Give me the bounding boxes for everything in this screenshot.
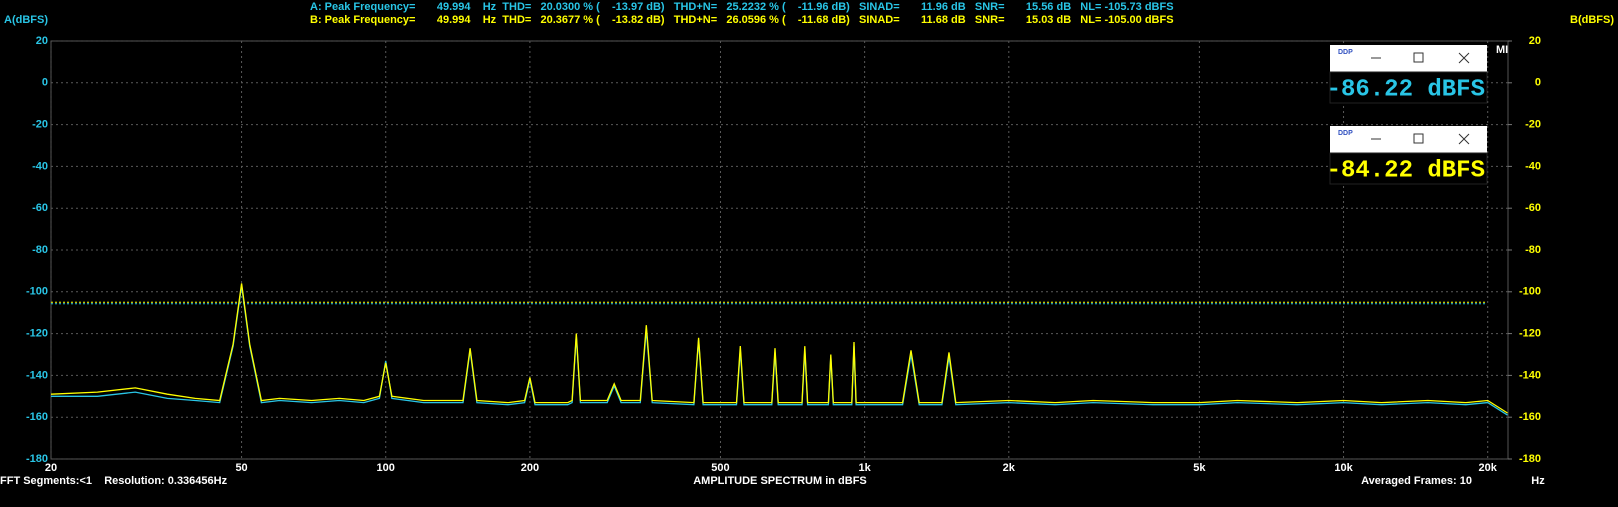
x-axis-label: Hz (1531, 475, 1545, 487)
spectrum-line (50, 283, 1508, 414)
y2-tick-label: -80 (1525, 244, 1541, 256)
close-button (1458, 133, 1470, 145)
y-tick-label: -80 (32, 244, 48, 256)
y2-axis-label: B(dBFS) (1570, 14, 1614, 26)
y2-tick-label: -180 (1519, 453, 1541, 465)
close-button (1458, 52, 1470, 64)
plot: 200-20-40-60-80-100-120-140-160-180200-2… (26, 35, 1541, 474)
meter-value: -86.22 dBFS (1327, 76, 1485, 103)
meter-value: -84.22 dBFS (1327, 157, 1485, 184)
x-tick-label: 1k (859, 462, 872, 474)
stats-line: A: Peak Frequency= 49.994 Hz THD= 20.030… (310, 1, 1174, 13)
meter-titlebar (1330, 45, 1487, 72)
x-tick-label: 20k (1479, 462, 1498, 474)
x-tick-label: 200 (521, 462, 539, 474)
y-tick-label: -180 (26, 453, 48, 465)
maximize-button (1413, 52, 1424, 63)
y-tick-label: -120 (26, 328, 48, 340)
y-tick-label: -140 (26, 369, 48, 381)
corner-text: MI (1496, 44, 1508, 56)
x-tick-label: 100 (377, 462, 395, 474)
x-tick-label: 5k (1193, 462, 1206, 474)
y2-tick-label: 20 (1529, 35, 1541, 47)
y2-tick-label: -100 (1519, 286, 1541, 298)
y2-tick-label: -20 (1525, 119, 1541, 131)
y-tick-label: -100 (26, 286, 48, 298)
meters: DDP -86.22 dBFS DDP -84.22 dBFS (1327, 45, 1488, 185)
chart-title: AMPLITUDE SPECTRUM in dBFS (693, 475, 867, 487)
x-tick-label: 50 (235, 462, 247, 474)
y2-tick-label: -140 (1519, 369, 1541, 381)
footer-left: FFT Segments:<1 Resolution: 0.336456Hz (0, 475, 228, 487)
y-tick-label: -60 (32, 202, 48, 214)
x-tick-label: 10k (1334, 462, 1353, 474)
y-tick-label: 20 (36, 35, 48, 47)
meter-titlebar (1330, 126, 1487, 153)
y-tick-label: -160 (26, 411, 48, 423)
meter-body (1329, 71, 1488, 104)
footer-right: Averaged Frames: 10 (1361, 475, 1472, 487)
y2-tick-label: 0 (1535, 77, 1541, 89)
y-tick-label: 0 (42, 77, 48, 89)
meter-icon: DDP (1338, 49, 1353, 56)
y2-tick-label: -60 (1525, 202, 1541, 214)
x-tick-label: 2k (1003, 462, 1016, 474)
y-tick-label: -40 (32, 160, 48, 172)
x-tick-label: 20 (45, 462, 57, 474)
stats-line: B: Peak Frequency= 49.994 Hz THD= 20.367… (310, 14, 1174, 26)
x-tick-label: 500 (711, 462, 729, 474)
meter-body (1329, 152, 1488, 185)
meter-icon: DDP (1338, 130, 1353, 137)
y2-tick-label: -40 (1525, 160, 1541, 172)
y2-tick-label: -160 (1519, 411, 1541, 423)
y-tick-label: -20 (32, 119, 48, 131)
maximize-button (1413, 133, 1424, 144)
y-axis-label: A(dBFS) (4, 14, 48, 26)
y2-tick-label: -120 (1519, 328, 1541, 340)
